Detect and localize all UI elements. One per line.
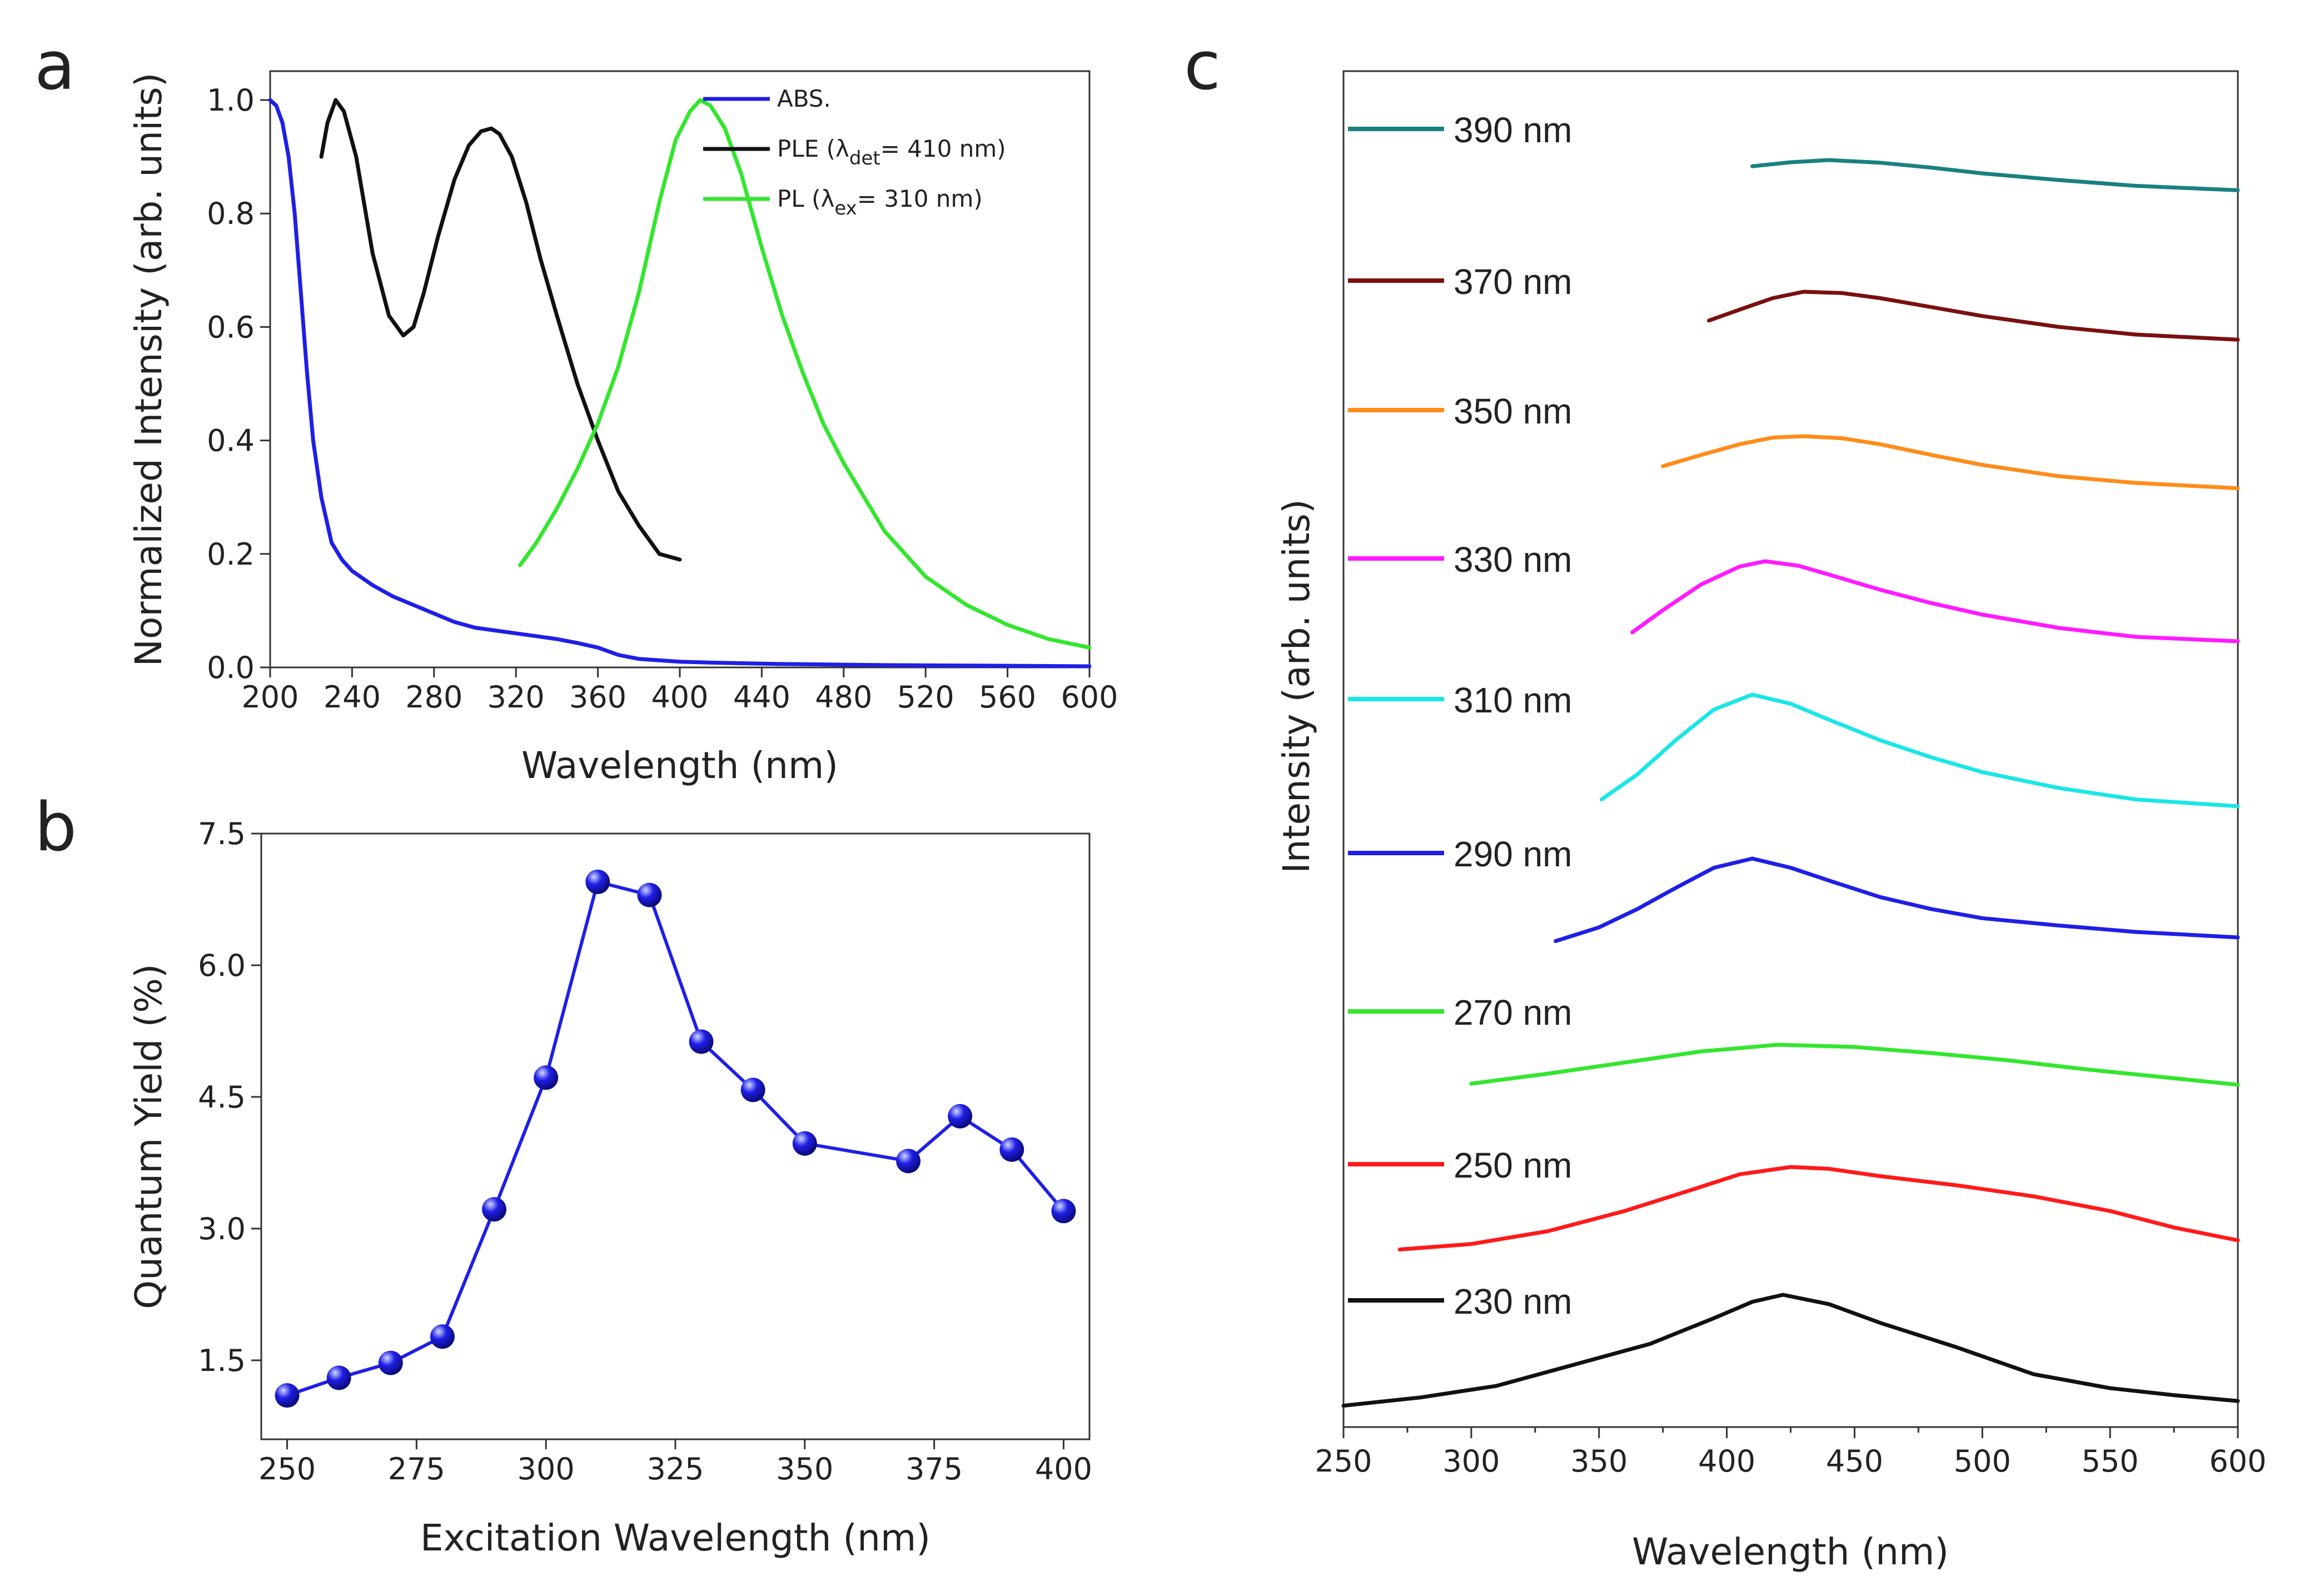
panel-c-xtick-label-6: 550 <box>2082 1444 2139 1479</box>
panel-c-series-250-nm <box>1397 1165 2240 1251</box>
panel-a-xtick-label-0: 200 <box>241 680 298 715</box>
panel-c-label-330-nm: 330 nm <box>1454 540 1572 580</box>
panel-c-label-290-nm: 290 nm <box>1454 834 1572 874</box>
panel-c-label-350-nm: 350 nm <box>1454 391 1572 431</box>
panel-c-xlabel: Wavelength (nm) <box>1632 1530 1949 1573</box>
panel-c-series-390-nm <box>1750 158 2240 192</box>
panel-b-ytick-label-1: 3.0 <box>198 1211 246 1246</box>
panel-b-point-380 <box>948 1104 973 1129</box>
panel-b-point-280 <box>430 1324 455 1349</box>
panel-a-series-pl <box>518 98 1092 650</box>
panel-b-xtick-label-0: 250 <box>258 1452 316 1487</box>
panel-c-series: 390 nm 370 nm 350 nm 330 nm 310 nm 290 nm 270 … <box>1341 110 2240 1408</box>
panel-a-ytick-label-4: 0.8 <box>207 196 255 231</box>
panel-b-ytick-label-0: 1.5 <box>198 1343 246 1378</box>
panel-c-label-370-nm: 370 nm <box>1454 262 1572 302</box>
panel-b-point-320 <box>637 882 662 907</box>
panel-a-chart: 200 240 280 320 360 400 440 480 520 560 600 0.0 0.2 0… <box>127 70 1118 787</box>
panel-a-xtick-label-3: 320 <box>487 680 545 715</box>
panel-a-legend-label-1: PLE (λdet= 410 nm) <box>777 135 1006 169</box>
panel-b-point-330 <box>689 1029 714 1054</box>
panel-a-legend-label-0: ABS. <box>777 85 831 112</box>
panel-b-point-300 <box>534 1065 559 1090</box>
panel-c-chart: 250 300 350 400 450 500 550 600 390 nm 370 nm 350… <box>1275 70 2267 1573</box>
panel-c-xtick-label-4: 450 <box>1826 1444 1883 1479</box>
panel-a-xlabel: Wavelength (nm) <box>521 744 838 787</box>
panel-c-series-370-nm <box>1706 290 2240 342</box>
panel-b-ytick-label-3: 6.0 <box>198 948 246 983</box>
panel-c-xtick-label-1: 300 <box>1442 1444 1500 1479</box>
panel-a-ytick-label-3: 0.6 <box>207 310 255 345</box>
panel-a-ytick-label-1: 0.2 <box>207 537 255 572</box>
panel-c-label-310-nm: 310 nm <box>1454 680 1572 720</box>
panel-b-point-290 <box>482 1197 507 1222</box>
panel-c-label-230-nm: 230 nm <box>1454 1281 1572 1321</box>
panel-c-xtick-label-0: 250 <box>1315 1444 1372 1479</box>
panel-a-xtick-label-6: 440 <box>733 680 790 715</box>
panel-b-ytick-label-4: 7.5 <box>198 816 246 851</box>
panel-b-frame <box>260 832 1091 1440</box>
panel-b-xtick-label-4: 350 <box>776 1452 833 1487</box>
panel-b-ticks: 250 275 300 325 350 375 400 1.5 3.0 4.5 6.0 7.5 <box>198 816 1092 1487</box>
panel-a-series <box>268 98 1092 669</box>
panel-b-point-310 <box>585 869 610 894</box>
panel-c-series-310-nm <box>1599 692 2240 809</box>
panel-a-xtick-label-10: 600 <box>1061 680 1118 715</box>
panel-b-ytick-label-2: 4.5 <box>198 1080 246 1115</box>
panel-b-point-260 <box>326 1365 351 1390</box>
panel-b-ylabel: Quantum Yield (%) <box>127 964 170 1309</box>
panel-b-xtick-label-3: 325 <box>646 1452 704 1487</box>
panel-a-ytick-label-0: 0.0 <box>207 650 255 685</box>
panel-b-point-250 <box>275 1383 300 1408</box>
panel-b-line <box>286 880 1065 1397</box>
panel-c-series-350-nm <box>1661 434 2240 491</box>
panel-letter-a: a <box>34 28 76 105</box>
panel-c-series-290-nm <box>1554 856 2240 943</box>
panel-b-point-370 <box>896 1149 921 1174</box>
panel-b-xtick-label-2: 300 <box>517 1452 575 1487</box>
panel-c-series-270-nm <box>1469 1043 2240 1087</box>
panel-letter-b: b <box>34 789 77 866</box>
panel-a-ytick-label-2: 0.4 <box>207 423 255 458</box>
panel-b-point-390 <box>999 1137 1024 1162</box>
panel-a-series-ple <box>319 98 682 562</box>
panel-a-xtick-label-5: 400 <box>651 680 708 715</box>
panel-b-point-270 <box>378 1350 403 1375</box>
panel-b-point-340 <box>740 1078 765 1103</box>
panel-c-label-390-nm: 390 nm <box>1454 110 1572 150</box>
panel-c-ylabel: Intensity (arb. units) <box>1275 499 1318 873</box>
panel-a-xtick-label-1: 240 <box>324 680 381 715</box>
panel-a-ticks: 200 240 280 320 360 400 440 480 520 560 600 0.0 0.2 0… <box>207 83 1118 715</box>
panel-a-xtick-label-8: 520 <box>897 680 954 715</box>
panel-c-xtick-label-5: 500 <box>1954 1444 2011 1479</box>
panel-a-xtick-label-4: 360 <box>569 680 626 715</box>
panel-b-xtick-label-6: 400 <box>1035 1452 1092 1487</box>
panel-c-xtick-label-2: 350 <box>1570 1444 1628 1479</box>
panel-c-xtick-label-3: 400 <box>1698 1444 1755 1479</box>
panel-b-point-350 <box>792 1131 817 1156</box>
panel-b-series <box>275 869 1076 1408</box>
panel-a-ylabel: Normalized Intensity (arb. units) <box>127 73 170 667</box>
panel-a-xtick-label-2: 280 <box>405 680 462 715</box>
panel-c-label-270-nm: 270 nm <box>1454 992 1572 1033</box>
panel-a-legend-label-2: PL (λex= 310 nm) <box>777 185 983 220</box>
panel-a-xtick-label-9: 560 <box>979 680 1036 715</box>
panel-b-xtick-label-1: 275 <box>388 1452 445 1487</box>
panel-c-xtick-label-7: 600 <box>2209 1444 2266 1479</box>
panel-c-label-250-nm: 250 nm <box>1454 1145 1572 1185</box>
panel-b-xlabel: Excitation Wavelength (nm) <box>420 1517 930 1559</box>
panel-a-series-abs <box>268 98 1092 669</box>
panel-a-ytick-label-5: 1.0 <box>207 83 255 118</box>
panel-b-point-400 <box>1051 1199 1076 1224</box>
panel-a-legend: ABS. PLE (λdet= 410 nm) PL (λex= 310 nm) <box>703 85 1006 220</box>
panel-b-chart: 250 275 300 325 350 375 400 1.5 3.0 4.5 6.0 7.5 Exc… <box>127 816 1092 1559</box>
panel-c-series-330-nm <box>1630 559 2240 644</box>
panel-b-xtick-label-5: 375 <box>905 1452 963 1487</box>
panel-letter-c: c <box>1184 28 1221 105</box>
panel-c-ticks: 250 300 350 400 450 500 550 600 <box>1315 1427 2267 1479</box>
panel-c-series-230-nm <box>1341 1293 2240 1408</box>
panel-a-xtick-label-7: 480 <box>815 680 872 715</box>
